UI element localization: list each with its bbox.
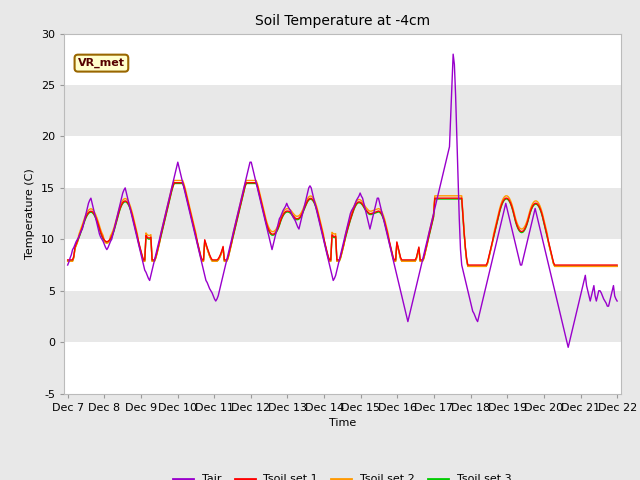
Legend: Tair, Tsoil set 1, Tsoil set 2, Tsoil set 3: Tair, Tsoil set 1, Tsoil set 2, Tsoil se… xyxy=(168,470,516,480)
Bar xyxy=(64,136,621,188)
Bar xyxy=(64,342,621,394)
Text: VR_met: VR_met xyxy=(78,58,125,68)
Bar xyxy=(64,34,621,85)
Title: Soil Temperature at -4cm: Soil Temperature at -4cm xyxy=(255,14,430,28)
X-axis label: Time: Time xyxy=(329,418,356,428)
Y-axis label: Temperature (C): Temperature (C) xyxy=(26,168,35,259)
Bar xyxy=(64,240,621,291)
